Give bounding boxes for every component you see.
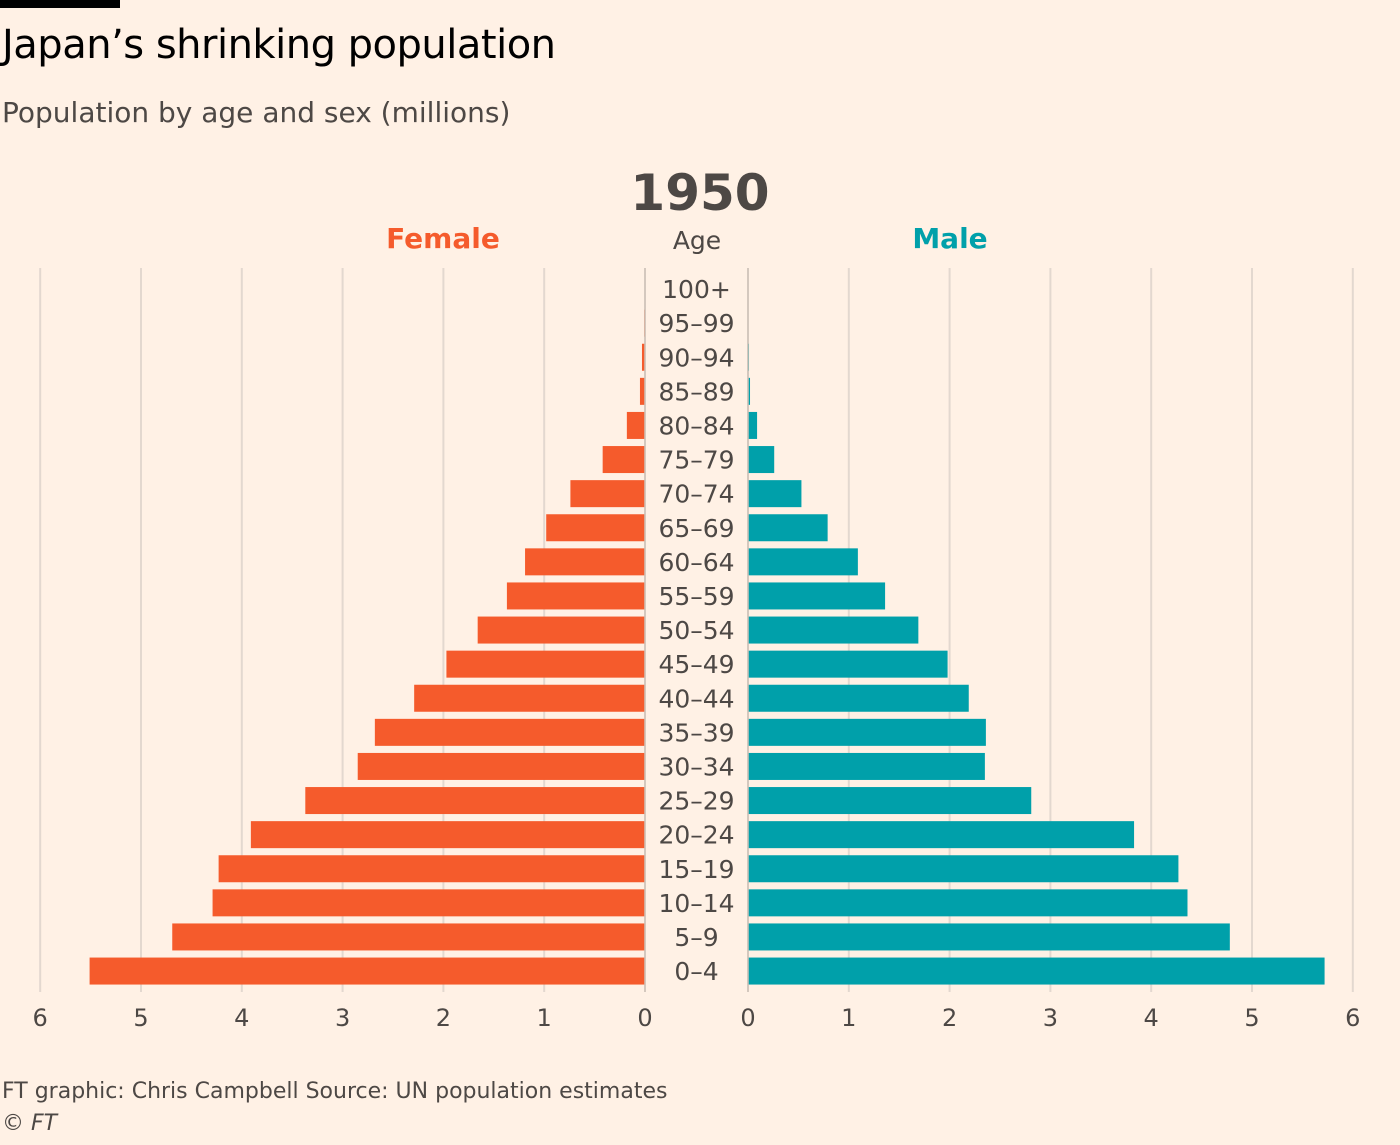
- bar-female: [172, 923, 646, 951]
- tick-label-male: 2: [942, 1004, 957, 1032]
- top-accent-bar: [0, 0, 120, 8]
- chart-title: Japan’s shrinking population: [2, 22, 556, 68]
- age-column-header: Age: [673, 226, 721, 255]
- age-label: 55–59: [658, 582, 734, 611]
- footer-credit: FT graphic: Chris Campbell Source: UN po…: [2, 1079, 668, 1104]
- copyright-symbol: ©: [2, 1111, 24, 1136]
- bar-male: [748, 548, 858, 576]
- bar-male: [748, 684, 969, 712]
- bar-female: [570, 480, 645, 508]
- age-label: 25–29: [658, 787, 734, 816]
- bar-female: [374, 718, 645, 746]
- tick-label-male: 3: [1043, 1004, 1058, 1032]
- bar-female: [641, 343, 645, 371]
- tick-label-male: 1: [841, 1004, 856, 1032]
- bar-male: [748, 377, 751, 405]
- age-label: 80–84: [658, 411, 734, 440]
- bar-male: [748, 923, 1230, 951]
- age-label: 15–19: [658, 855, 734, 884]
- age-label: 30–34: [658, 752, 734, 781]
- bar-female: [477, 616, 645, 644]
- tick-label-female: 6: [33, 1004, 48, 1032]
- bar-female: [639, 377, 645, 405]
- age-label: 45–49: [658, 650, 734, 679]
- bar-female: [89, 957, 646, 985]
- year-label: 1950: [630, 164, 769, 222]
- bar-female: [250, 821, 645, 849]
- age-label: 70–74: [658, 480, 734, 509]
- bar-female: [546, 514, 645, 542]
- tick-label-female: 0: [637, 1004, 652, 1032]
- tick-label-female: 5: [133, 1004, 148, 1032]
- bar-male: [748, 787, 1032, 815]
- tick-label-male: 0: [740, 1004, 755, 1032]
- bar-male: [748, 821, 1135, 849]
- age-label: 20–24: [658, 821, 734, 850]
- bar-female: [446, 650, 645, 678]
- bar-male: [748, 480, 802, 508]
- tick-label-female: 3: [335, 1004, 350, 1032]
- bar-male: [748, 957, 1325, 985]
- bar-male: [748, 718, 986, 746]
- bar-female: [414, 684, 645, 712]
- tick-label-female: 1: [537, 1004, 552, 1032]
- tick-label-female: 4: [234, 1004, 249, 1032]
- age-label: 5–9: [674, 923, 718, 952]
- age-label: 50–54: [658, 616, 734, 645]
- bar-male: [748, 582, 886, 610]
- bar-male: [748, 889, 1188, 917]
- chart-subtitle: Population by age and sex (millions): [2, 96, 511, 129]
- bar-male: [748, 616, 919, 644]
- age-label: 10–14: [658, 889, 734, 918]
- age-label: 85–89: [658, 377, 734, 406]
- age-label: 35–39: [658, 718, 734, 747]
- copyright-name: FT: [31, 1111, 58, 1136]
- age-label: 90–94: [658, 343, 734, 372]
- age-label: 95–99: [658, 309, 734, 338]
- bar-male: [748, 650, 948, 678]
- age-label: 40–44: [658, 684, 734, 713]
- bar-female: [602, 446, 645, 474]
- legend-male: Male: [912, 222, 987, 255]
- bar-female: [305, 787, 645, 815]
- age-label: 100+: [662, 275, 731, 304]
- tick-label-male: 6: [1345, 1004, 1360, 1032]
- tick-label-female: 2: [436, 1004, 451, 1032]
- bar-female: [357, 752, 645, 780]
- bar-female: [212, 889, 645, 917]
- age-label: 60–64: [658, 548, 734, 577]
- age-label: 75–79: [658, 446, 734, 475]
- footer-copyright: © FT: [2, 1111, 57, 1136]
- age-label: 0–4: [674, 957, 718, 986]
- bar-male: [748, 514, 828, 542]
- bar-male: [748, 411, 758, 439]
- bar-male: [748, 855, 1179, 883]
- legend-female: Female: [386, 222, 500, 255]
- bar-male: [748, 446, 775, 474]
- bar-male: [748, 752, 985, 780]
- bar-female: [218, 855, 645, 883]
- bar-female: [626, 411, 645, 439]
- bar-female: [525, 548, 645, 576]
- tick-label-male: 5: [1244, 1004, 1259, 1032]
- bar-female: [506, 582, 645, 610]
- age-label: 65–69: [658, 514, 734, 543]
- tick-label-male: 4: [1144, 1004, 1159, 1032]
